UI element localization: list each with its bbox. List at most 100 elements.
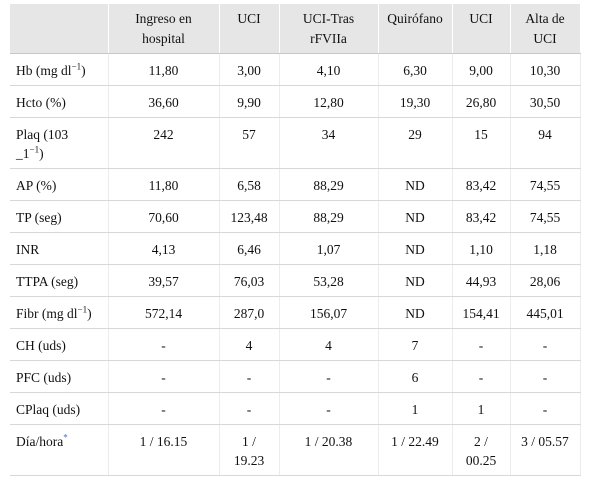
label-text: PFC (uds): [16, 370, 72, 385]
table-row: PFC (uds) - - -6- -: [10, 360, 581, 393]
column-header: UCI: [219, 4, 280, 54]
header-line: UCI: [533, 31, 557, 46]
cell: 83,42: [452, 168, 511, 201]
column-header: UCI: [452, 4, 511, 54]
row-label: TTPA (seg): [10, 264, 109, 297]
cell: 1 / 16.15: [108, 424, 220, 476]
row-label: Plaq (103 _1−1): [10, 117, 109, 169]
cell: 572,14: [108, 296, 220, 329]
row-label: Hcto (%): [10, 85, 109, 118]
table-row: Hb (mg dl−1) 11,80 3,00 4,10 6,30 9,00 10,30: [10, 53, 581, 86]
cell: 1 / 19.23: [219, 424, 280, 476]
cell: 445,01: [510, 296, 581, 329]
cell: -: [510, 360, 581, 393]
cell: 6,46: [219, 232, 280, 265]
cell: 88,29: [279, 168, 379, 201]
row-label: TP (seg): [10, 200, 109, 233]
label-text: CPlaq (uds): [16, 402, 81, 417]
superscript: −1: [77, 304, 88, 315]
cell: 26,80: [452, 85, 511, 118]
column-header: Ingreso en hospital: [108, 4, 220, 54]
table-row: TP (seg) 70,60 123,48 88,29 ND 83,42 74,55: [10, 200, 581, 233]
cell: 1,10: [452, 232, 511, 265]
cell: 9,00: [452, 53, 511, 86]
row-label: Hb (mg dl−1): [10, 53, 109, 86]
cell: 4: [219, 328, 280, 361]
label-text: Hcto (%): [16, 95, 66, 110]
row-label: Día/hora*: [10, 424, 109, 476]
row-label: PFC (uds): [10, 360, 109, 393]
cell: -: [279, 360, 379, 393]
label-text: CH (uds): [16, 338, 66, 353]
label-text: Fibr (mg dl: [16, 306, 78, 321]
label-text: TP (seg): [16, 210, 62, 225]
superscript: −1: [71, 61, 82, 72]
cell: -: [510, 328, 581, 361]
table-row: Plaq (103 _1−1) 242 57 34 29 15 94: [10, 117, 581, 169]
data-table: Ingreso en hospital UCI UCI-Tras rFVIIa Quiró…: [10, 4, 581, 476]
cell: ND: [378, 200, 453, 233]
cell: 74,55: [510, 200, 581, 233]
cell: -: [108, 328, 220, 361]
label-text: AP (%): [16, 178, 57, 193]
cell: 6,30: [378, 53, 453, 86]
cell: 29: [378, 117, 453, 169]
header-line: UCI-Tras: [302, 11, 355, 26]
column-header: Quirófano: [378, 4, 453, 54]
header-row: Ingreso en hospital UCI UCI-Tras rFVIIa Quiró…: [10, 4, 581, 54]
cell: -: [108, 392, 220, 425]
label-text: ): [39, 146, 44, 161]
label-text: ): [87, 306, 92, 321]
header-line: Ingreso en: [135, 11, 192, 26]
cell: 28,06: [510, 264, 581, 297]
cell: 1,07: [279, 232, 379, 265]
corner-cell: [10, 4, 109, 54]
cell: ND: [378, 232, 453, 265]
cell: 1: [452, 392, 511, 425]
cell: ND: [378, 168, 453, 201]
cell: 76,03: [219, 264, 280, 297]
header-line: Quirófano: [387, 11, 443, 26]
cell: 34: [279, 117, 379, 169]
cell: 7: [378, 328, 453, 361]
header-line: UCI: [469, 11, 493, 26]
cell: -: [452, 328, 511, 361]
cell: 1 / 22.49: [378, 424, 453, 476]
cell: 11,80: [108, 53, 220, 86]
cell: 1: [378, 392, 453, 425]
cell: 11,80: [108, 168, 220, 201]
table-row: AP (%) 11,80 6,58 88,29 ND 83,42 74,55: [10, 168, 581, 201]
cell: 4: [279, 328, 379, 361]
table-row: TTPA (seg) 39,57 76,03 53,28 ND 44,93 28,06: [10, 264, 581, 297]
table-row: INR 4,13 6,46 1,07 ND 1,10 1,18: [10, 232, 581, 265]
cell: 57: [219, 117, 280, 169]
row-label: INR: [10, 232, 109, 265]
cell: 10,30: [510, 53, 581, 86]
cell: -: [108, 360, 220, 393]
cell: 6: [378, 360, 453, 393]
table-row: Fibr (mg dl−1) 572,14 287,0 156,07 ND 154,41 4…: [10, 296, 581, 329]
footnote-link[interactable]: *: [63, 432, 68, 443]
cell: 94: [510, 117, 581, 169]
cell: -: [279, 392, 379, 425]
cell: 287,0: [219, 296, 280, 329]
cell: 12,80: [279, 85, 379, 118]
cell: 154,41: [452, 296, 511, 329]
cell: 156,07: [279, 296, 379, 329]
cell: ND: [378, 264, 453, 297]
cell: 3,00: [219, 53, 280, 86]
cell: 1,18: [510, 232, 581, 265]
label-text: INR: [16, 242, 40, 257]
label-text: ): [81, 63, 86, 78]
cell: 53,28: [279, 264, 379, 297]
row-label: CH (uds): [10, 328, 109, 361]
cell: 9,90: [219, 85, 280, 118]
header-line: Alta de: [525, 11, 565, 26]
table-row: Día/hora* 1 / 16.15 1 / 19.23 1 / 20.38 1 / …: [10, 424, 581, 476]
row-label: Fibr (mg dl−1): [10, 296, 109, 329]
cell: 4,13: [108, 232, 220, 265]
cell: 88,29: [279, 200, 379, 233]
cell: 1 / 20.38: [279, 424, 379, 476]
label-text: Día/hora: [16, 434, 64, 449]
